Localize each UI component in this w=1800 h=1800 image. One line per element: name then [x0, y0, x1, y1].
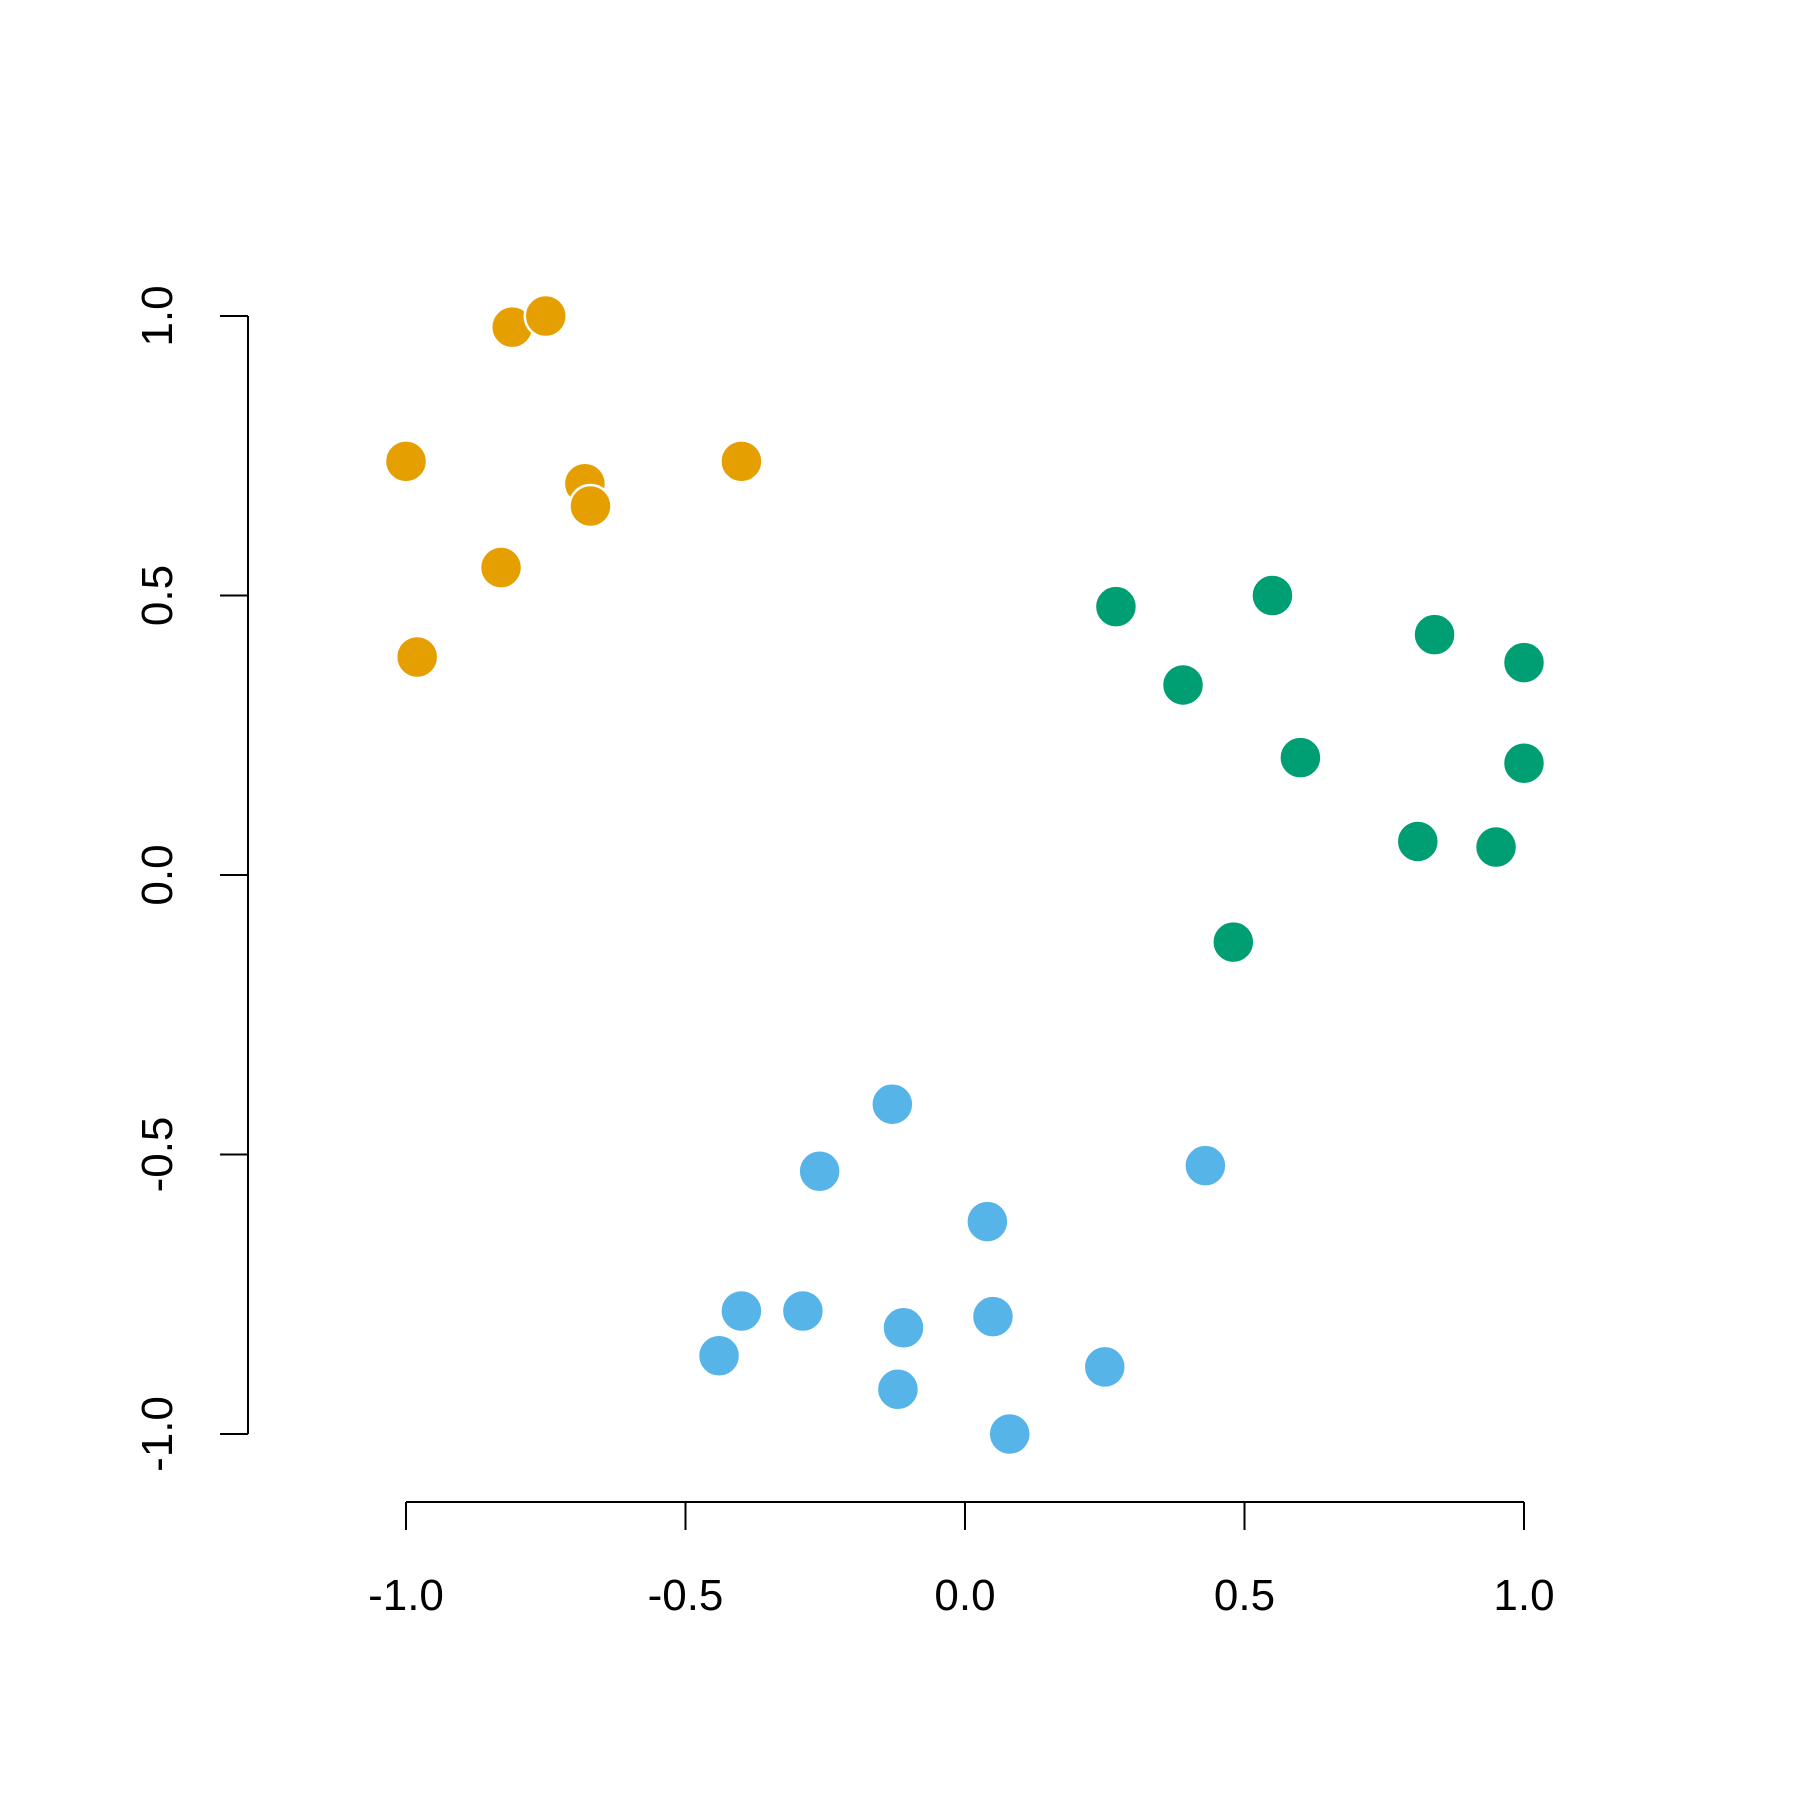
y-tick-label: -0.5 [133, 1117, 182, 1193]
data-point [870, 1081, 915, 1127]
data-point [1501, 640, 1547, 685]
y-tick-label: -1.0 [133, 1396, 182, 1472]
x-tick-label: 1.0 [1493, 1571, 1554, 1620]
data-point [987, 1411, 1032, 1457]
data-point [523, 293, 568, 339]
data-point [780, 1288, 826, 1334]
series-1 [383, 293, 764, 680]
data-point [719, 439, 764, 484]
data-point [1395, 819, 1441, 864]
y-axis-ticks: -1.0 -0.5 0.0 0.5 1.0 [133, 285, 248, 1472]
x-axis-ticks: -1.0 -0.5 0.0 0.5 1.0 [368, 1502, 1555, 1620]
data-points [383, 293, 1547, 1457]
x-tick-label: -1.0 [368, 1571, 444, 1620]
data-point [1501, 740, 1547, 786]
data-point [719, 1288, 764, 1334]
data-point [568, 483, 613, 529]
data-point [383, 439, 429, 484]
x-tick-label: 0.0 [934, 1571, 995, 1620]
y-tick-label: 0.5 [133, 565, 182, 626]
series-3 [696, 1081, 1228, 1457]
data-point [970, 1294, 1016, 1339]
data-point [1473, 824, 1519, 870]
data-point [797, 1149, 842, 1194]
series-2 [1093, 573, 1547, 965]
y-tick-label: 1.0 [133, 285, 182, 346]
data-point [1160, 662, 1206, 708]
data-point [965, 1199, 1010, 1244]
data-point [875, 1367, 921, 1412]
x-tick-label: 0.5 [1214, 1571, 1275, 1620]
x-tick-label: -0.5 [648, 1571, 724, 1620]
data-point [394, 634, 440, 680]
data-point [1250, 573, 1295, 618]
data-point [696, 1333, 742, 1378]
data-point [1278, 735, 1323, 780]
data-point [1211, 919, 1256, 965]
x-axis: -1.0 -0.5 0.0 0.5 1.0 [368, 1501, 1555, 1620]
data-point [1412, 612, 1457, 657]
data-point [1082, 1344, 1127, 1390]
data-point [881, 1305, 926, 1351]
data-point [1183, 1143, 1228, 1188]
data-point [1093, 584, 1139, 629]
y-tick-label: 0.0 [133, 844, 182, 905]
data-point [478, 545, 524, 590]
y-axis: -1.0 -0.5 0.0 0.5 1.0 [133, 285, 249, 1472]
